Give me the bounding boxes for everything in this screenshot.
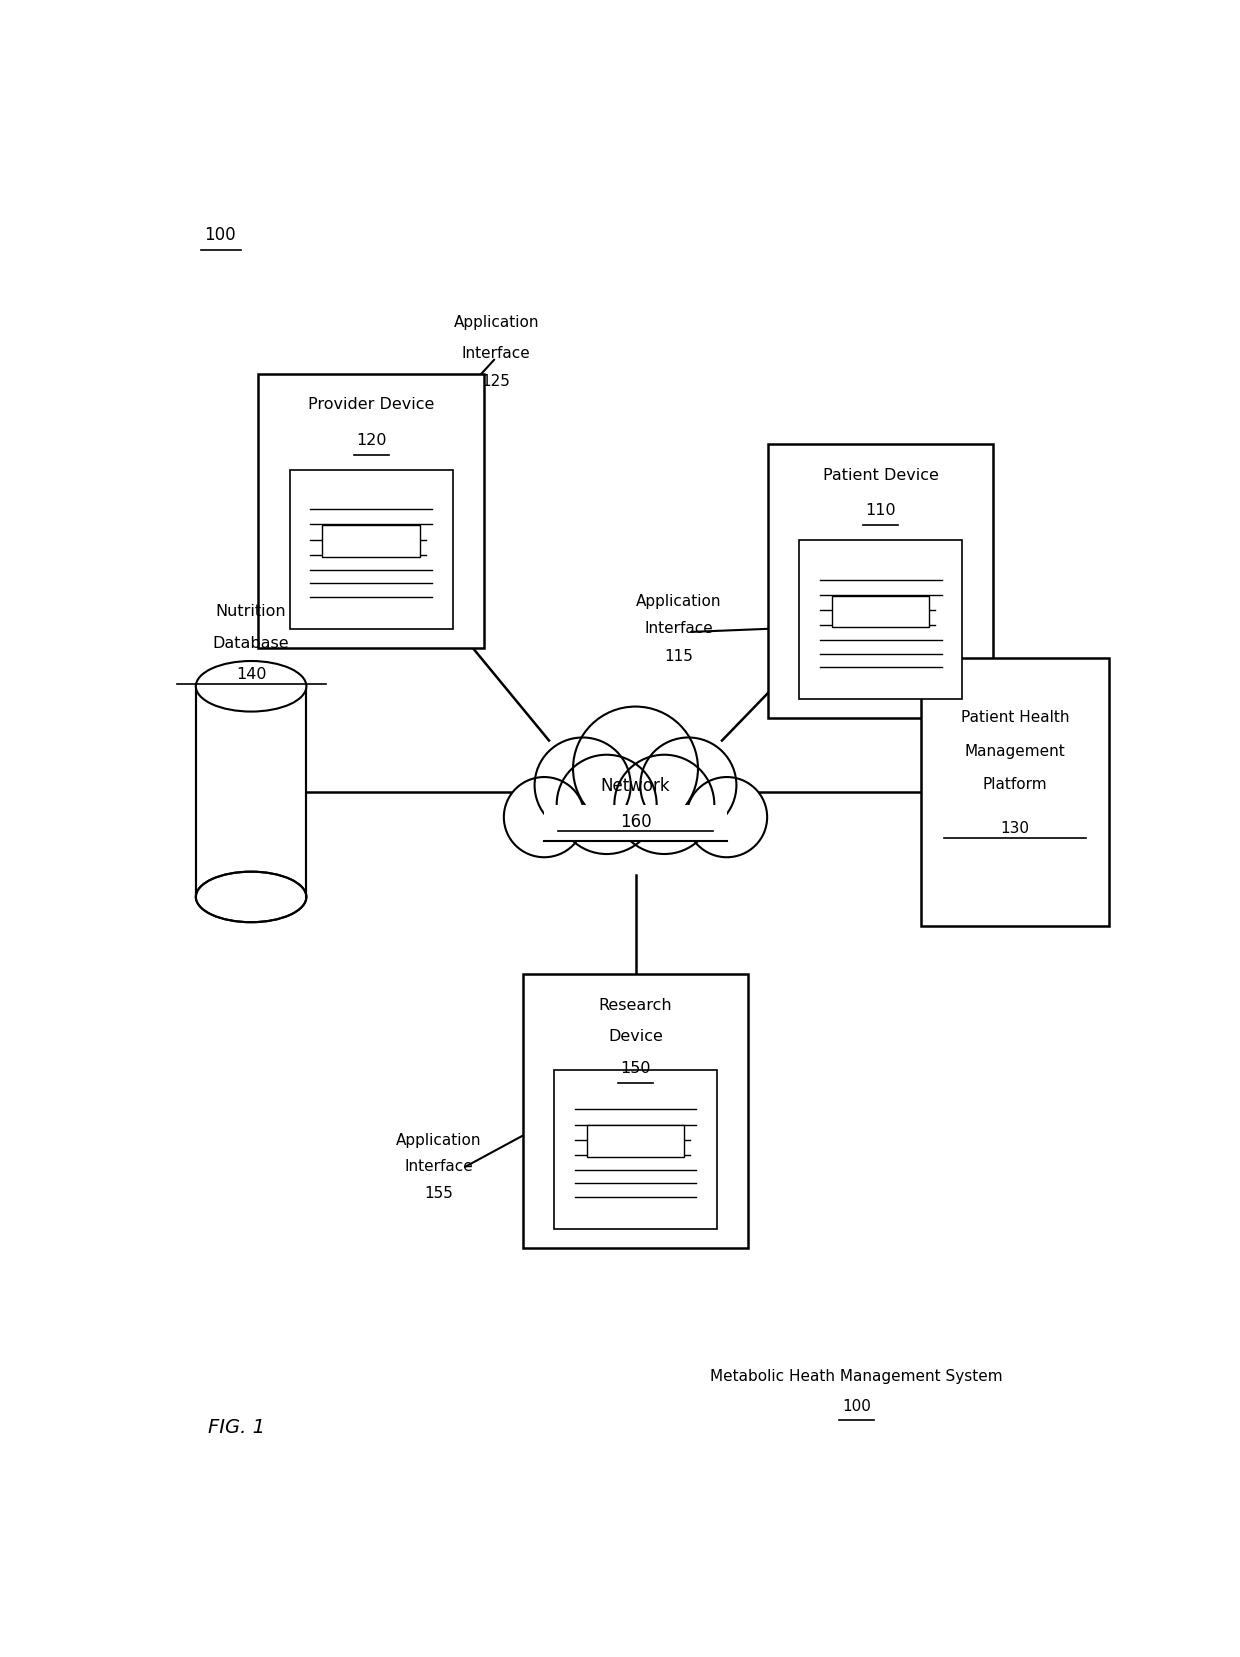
Text: Application: Application [454, 315, 539, 330]
Ellipse shape [557, 756, 657, 855]
Text: 155: 155 [424, 1185, 453, 1200]
Bar [768, 444, 993, 719]
Bar [921, 658, 1109, 926]
Text: Metabolic Heath Management System: Metabolic Heath Management System [711, 1369, 1003, 1384]
Bar [197, 688, 305, 898]
Bar [322, 525, 420, 558]
Text: 115: 115 [665, 648, 693, 663]
Text: Research: Research [599, 998, 672, 1012]
Text: 130: 130 [1001, 820, 1029, 835]
Text: Interface: Interface [404, 1158, 472, 1173]
Text: Provider Device: Provider Device [308, 398, 434, 413]
Text: Application: Application [396, 1132, 481, 1147]
Text: Application: Application [636, 593, 722, 608]
Ellipse shape [640, 737, 737, 833]
Text: 160: 160 [620, 812, 651, 830]
Bar [800, 540, 962, 699]
Text: FIG. 1: FIG. 1 [208, 1417, 265, 1437]
Text: Patient Health: Patient Health [961, 709, 1069, 724]
Text: Platform: Platform [983, 777, 1048, 792]
Ellipse shape [196, 661, 306, 713]
Text: Network: Network [600, 777, 671, 795]
Ellipse shape [534, 737, 631, 833]
Text: 150: 150 [620, 1060, 651, 1075]
Bar [587, 1125, 684, 1158]
Text: 125: 125 [481, 374, 511, 389]
Ellipse shape [687, 777, 768, 858]
Bar [539, 805, 732, 838]
Bar [258, 374, 484, 648]
Bar [544, 805, 727, 842]
Text: 110: 110 [866, 504, 895, 519]
Text: 100: 100 [842, 1399, 870, 1413]
Ellipse shape [573, 708, 698, 832]
Text: Interface: Interface [461, 346, 531, 361]
Text: Database: Database [213, 636, 289, 651]
Text: Interface: Interface [645, 620, 713, 635]
Ellipse shape [503, 777, 584, 858]
Ellipse shape [196, 872, 306, 923]
Text: Nutrition: Nutrition [216, 603, 286, 620]
Text: 140: 140 [236, 666, 267, 681]
Text: Management: Management [965, 744, 1065, 759]
Text: 100: 100 [205, 225, 236, 244]
Bar [290, 471, 453, 630]
Text: 120: 120 [356, 432, 387, 447]
Bar [832, 597, 929, 628]
Bar [522, 974, 749, 1248]
Text: Device: Device [608, 1029, 663, 1044]
Ellipse shape [614, 756, 714, 855]
Text: Patient Device: Patient Device [822, 467, 939, 482]
Bar [554, 1070, 717, 1229]
